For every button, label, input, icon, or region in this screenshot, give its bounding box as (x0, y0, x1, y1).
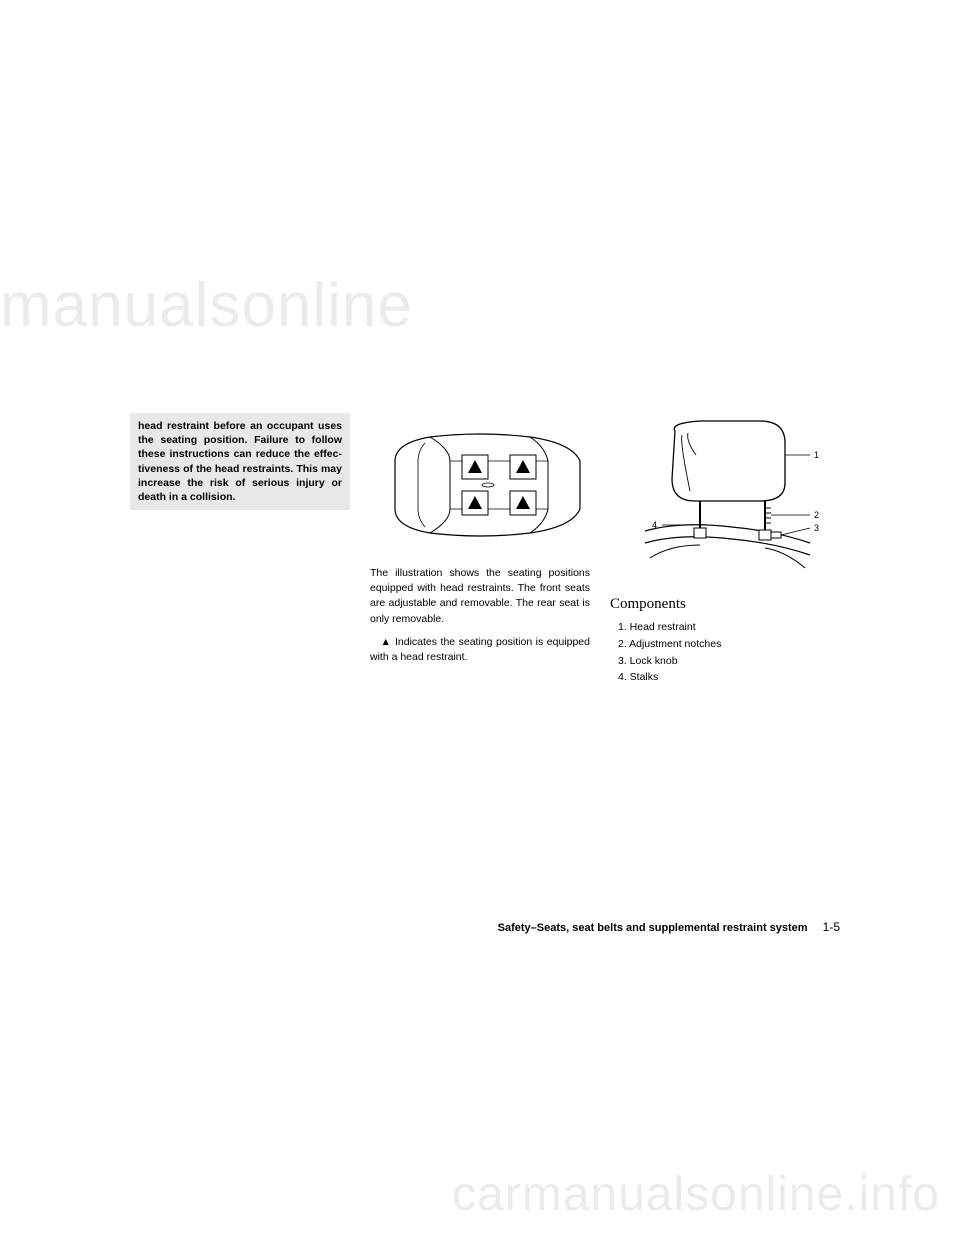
callout-4: 4 (652, 520, 657, 530)
component-item-3: 3. Lock knob (610, 653, 830, 670)
watermark-bottom: carmanualsonline.info (452, 1167, 940, 1222)
headrest-diagram: 1 2 3 4 (610, 413, 820, 573)
component-item-4: 4. Stalks (610, 669, 830, 686)
callout-2: 2 (814, 510, 819, 520)
footer-section-title: Safety–Seats, seat belts and supplementa… (498, 922, 808, 934)
triangle-legend: ▲ Indicates the seating position is equi… (370, 635, 590, 665)
column-2: The illustration shows the seating posit… (360, 413, 600, 933)
column-1: head restraint before an occupant uses t… (120, 413, 360, 933)
component-item-1: 1. Head restraint (610, 619, 830, 636)
callout-1: 1 (814, 450, 819, 460)
watermark-top: manualsonline (0, 270, 413, 341)
column-3: 1 2 3 4 Components 1. Head restraint 2. … (600, 413, 840, 933)
callout-3: 3 (814, 523, 819, 533)
component-item-2: 2. Adjustment notches (610, 636, 830, 653)
components-heading: Components (610, 596, 830, 613)
content-area: head restraint before an occupant uses t… (120, 413, 840, 933)
footer-page-number: 1-5 (823, 920, 840, 934)
page: manualsonline carmanualsonline.info head… (0, 0, 960, 1242)
warning-box: head restraint before an occupant uses t… (130, 413, 350, 510)
car-top-view-diagram (370, 421, 590, 549)
footer: Safety–Seats, seat belts and supplementa… (330, 920, 840, 934)
illustration-caption: The illustration shows the seating posit… (370, 566, 590, 627)
